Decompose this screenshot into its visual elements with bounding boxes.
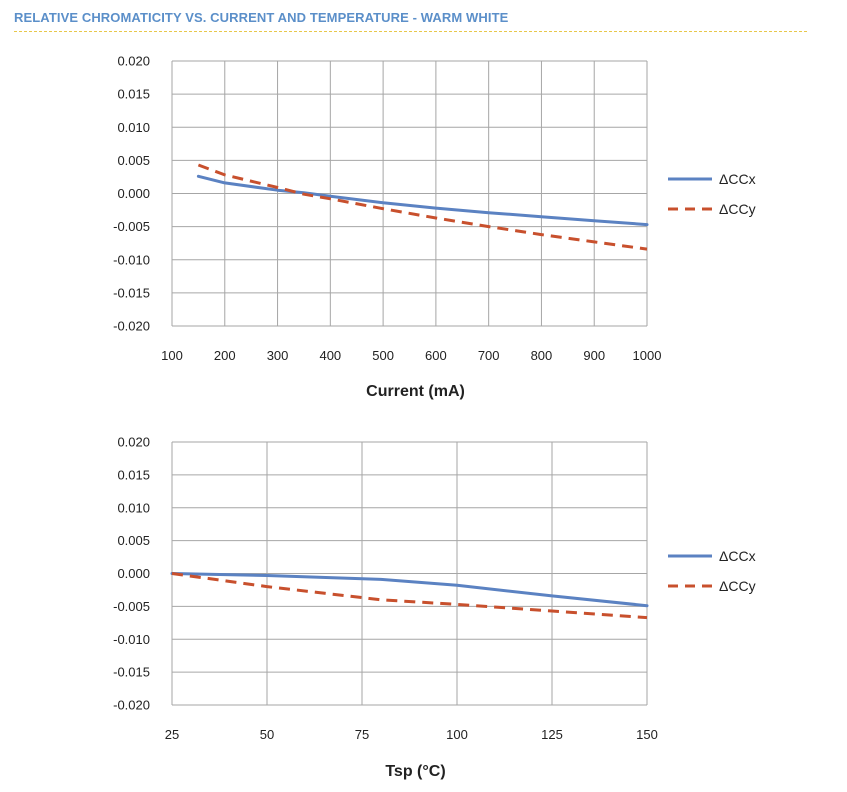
y-tick-label: 0.015 xyxy=(117,467,150,482)
x-tick-label: 400 xyxy=(319,348,341,363)
y-tick-label: -0.015 xyxy=(113,285,150,300)
x-tick-label: 100 xyxy=(446,727,468,742)
x-axis-label: Current (mA) xyxy=(366,383,465,400)
y-tick-label: -0.010 xyxy=(113,632,150,647)
x-tick-label: 200 xyxy=(214,348,236,363)
series-line-dccx xyxy=(196,174,649,227)
x-tick-label: 100 xyxy=(161,348,183,363)
x-axis-label: Tsp (°C) xyxy=(385,763,445,780)
x-tick-label: 500 xyxy=(372,348,394,363)
chart-temperature: 0.020 0.015 0.010 0.005 0.000 -0.005 -0.010 -0.… xyxy=(113,435,756,781)
y-tick-label: 0.000 xyxy=(117,186,150,201)
y-tick-label: -0.020 xyxy=(113,698,150,713)
y-tick-label: -0.015 xyxy=(113,665,150,680)
y-tick-label: 0.020 xyxy=(117,54,150,69)
x-tick-label: 1000 xyxy=(633,348,662,363)
title-divider xyxy=(14,31,807,32)
x-tick-label: 800 xyxy=(531,348,553,363)
x-tick-label: 300 xyxy=(267,348,289,363)
chart-current: 0.020 0.015 0.010 0.005 0.000 -0.005 -0.010 -0.… xyxy=(113,54,756,401)
x-tick-label: 700 xyxy=(478,348,500,363)
series-line-dccx xyxy=(170,572,649,608)
x-tick-label: 75 xyxy=(355,727,369,742)
y-tick-label: 0.000 xyxy=(117,566,150,581)
legend-label-dccy: ΔCCy xyxy=(719,201,756,217)
series-line-dccy xyxy=(171,572,648,620)
x-tick-label: 150 xyxy=(636,727,658,742)
x-tick-label: 600 xyxy=(425,348,447,363)
y-tick-label: 0.010 xyxy=(117,500,150,515)
y-tick-label: -0.005 xyxy=(113,599,150,614)
x-tick-label: 25 xyxy=(165,727,179,742)
y-tick-label: 0.015 xyxy=(117,87,150,102)
y-tick-label: 0.010 xyxy=(117,120,150,135)
y-tick-label: 0.005 xyxy=(117,153,150,168)
y-tick-label: 0.005 xyxy=(117,533,150,548)
legend-label-dccx: ΔCCx xyxy=(719,548,756,564)
y-tick-label: -0.005 xyxy=(113,219,150,234)
legend-label-dccx: ΔCCx xyxy=(719,171,756,187)
x-tick-label: 50 xyxy=(260,727,274,742)
y-tick-label: -0.010 xyxy=(113,252,150,267)
y-tick-label: 0.020 xyxy=(117,435,150,450)
x-tick-label: 900 xyxy=(583,348,605,363)
x-tick-label: 125 xyxy=(541,727,563,742)
legend-label-dccy: ΔCCy xyxy=(719,578,756,594)
page-title: RELATIVE CHROMATICITY VS. CURRENT AND TE… xyxy=(14,10,509,25)
series-line-dccy xyxy=(197,163,648,251)
y-tick-label: -0.020 xyxy=(113,319,150,334)
